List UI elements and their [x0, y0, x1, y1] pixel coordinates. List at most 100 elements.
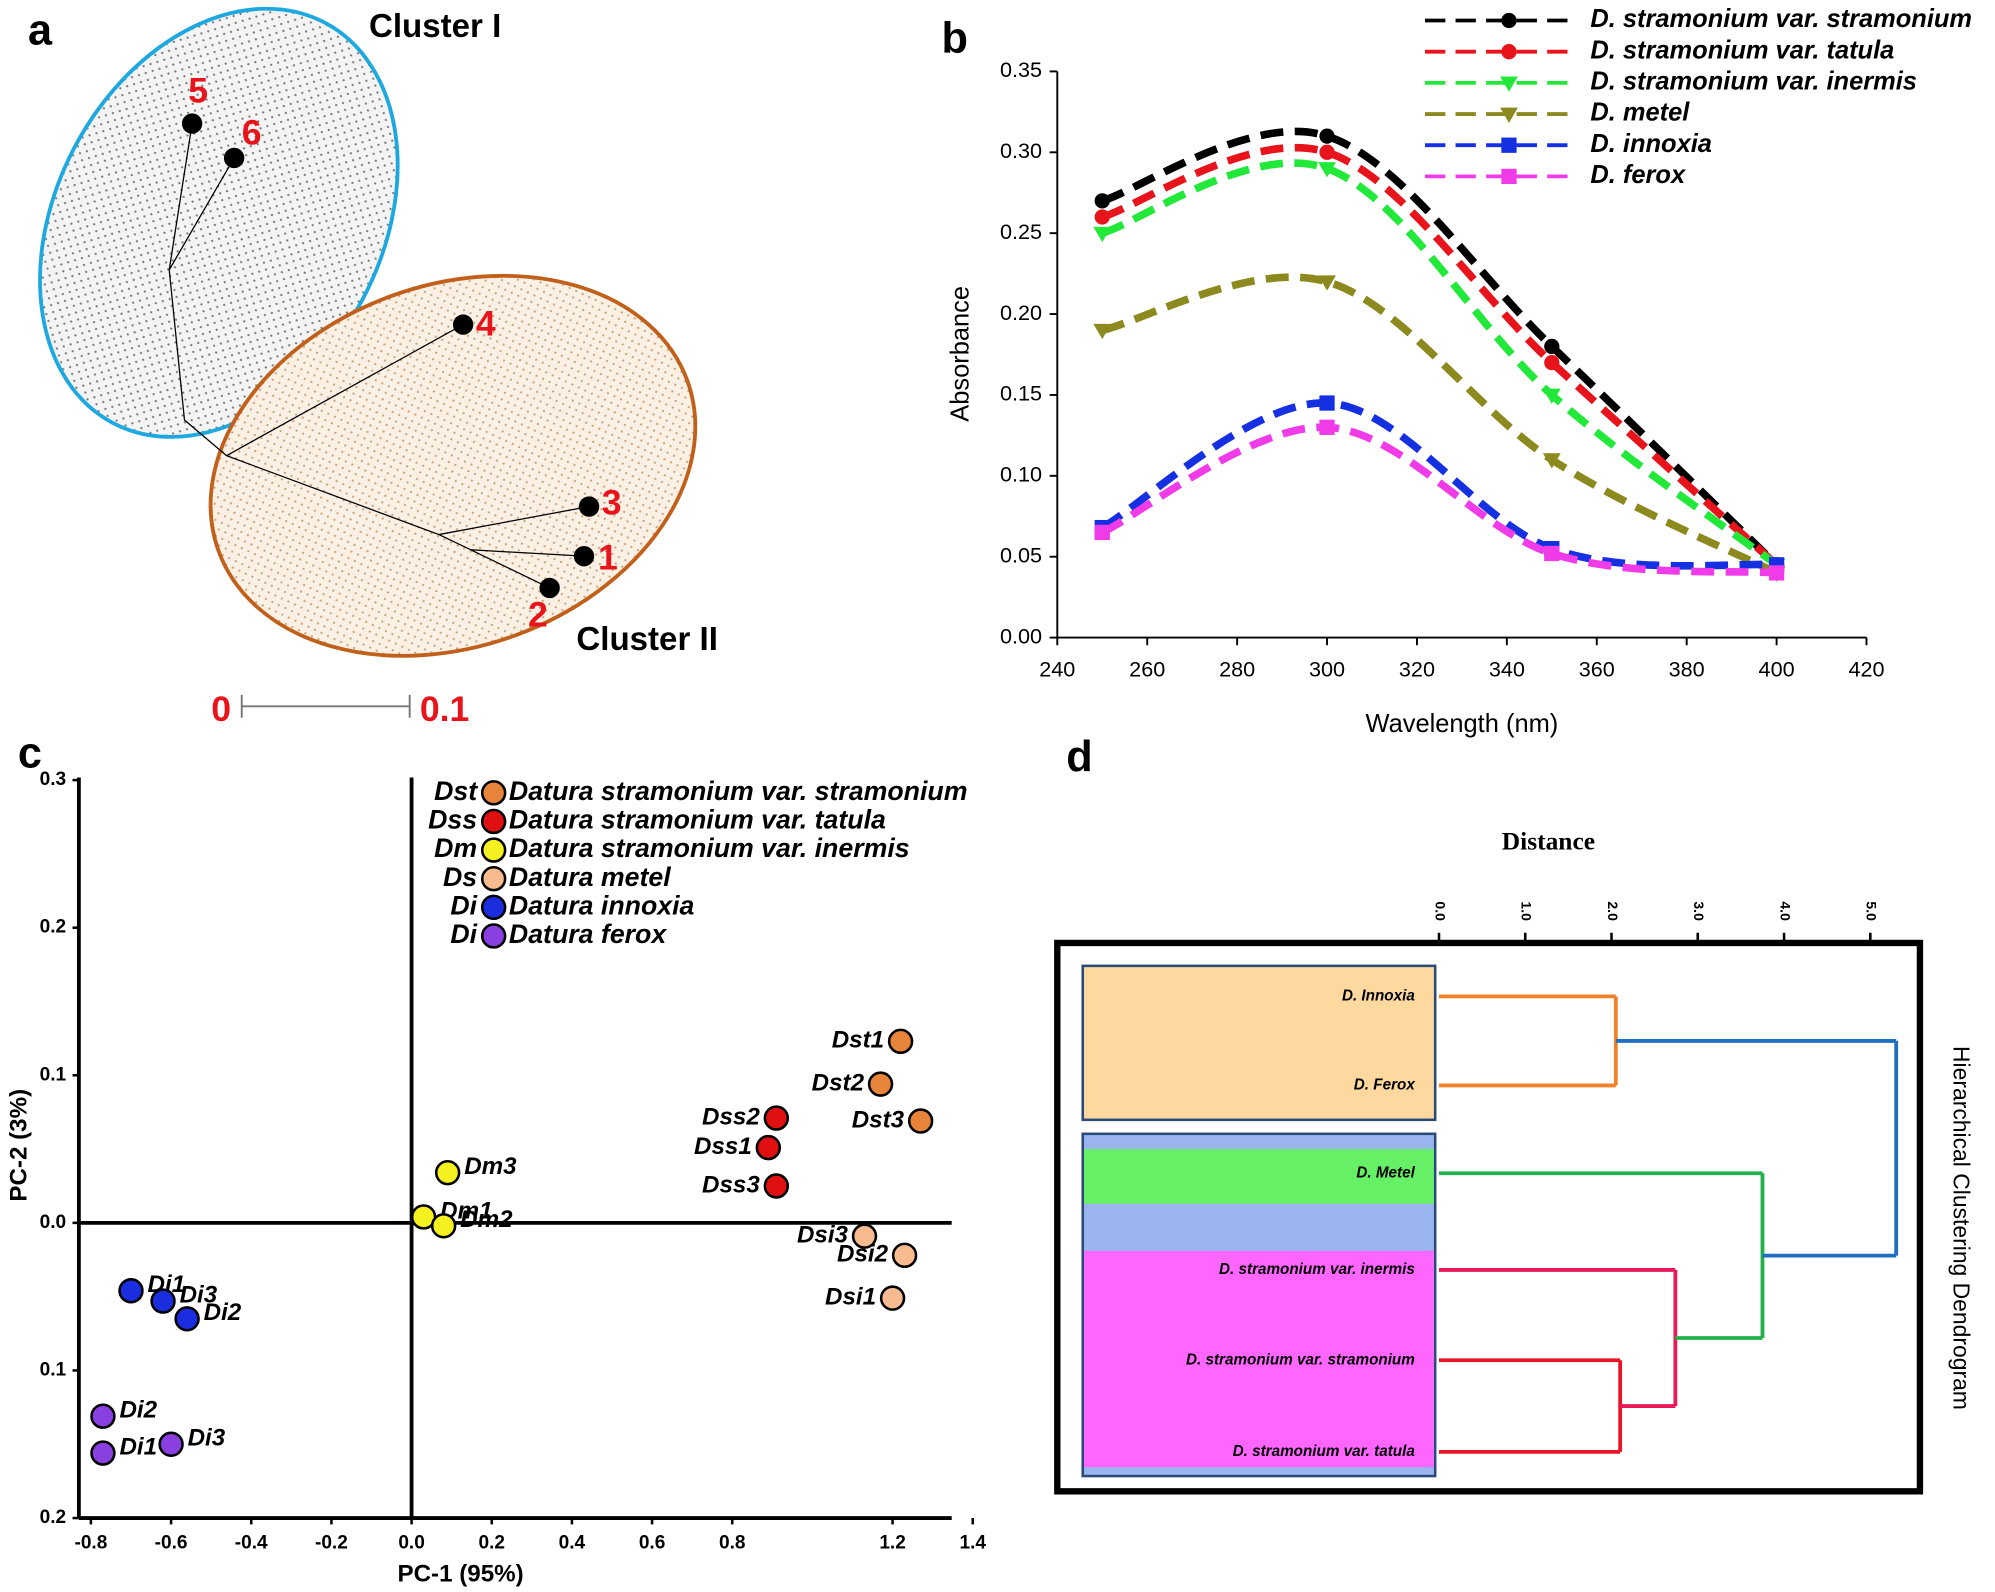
leaf-label: D. Ferox: [1354, 1076, 1416, 1093]
legend-label: D. stramonium var. inermis: [1590, 68, 1917, 96]
point-label: Dm2: [460, 1206, 513, 1233]
legend-code: Dm: [434, 833, 477, 863]
legend-marker: [1501, 168, 1517, 185]
legend-code: Ds: [443, 862, 477, 892]
legend-code: Dss: [428, 805, 477, 835]
data-point: [1094, 524, 1110, 541]
y-tick-label: 0.0: [40, 1212, 67, 1233]
series-line: [1100, 399, 1777, 570]
data-point: [887, 1028, 914, 1055]
side-label: Hierarchical Clustering Dendrogram: [1948, 1046, 1974, 1410]
y-tick-label: 0.00: [1000, 623, 1042, 648]
panel-label: a: [28, 7, 53, 55]
leaf-label: 6: [242, 112, 262, 152]
leaf-label: D. stramonium var. tatula: [1233, 1443, 1416, 1460]
x-tick-label: 0.0: [1432, 901, 1448, 921]
point-label: Dsi3: [797, 1222, 849, 1249]
panel-label: b: [942, 14, 968, 62]
data-point: [1768, 565, 1785, 581]
leaf-label: 1: [598, 537, 618, 577]
point-label: Dm3: [464, 1153, 517, 1180]
legend-marker: [480, 808, 507, 835]
x-tick-label: 260: [1129, 656, 1165, 681]
leaf-label: D. Metel: [1356, 1164, 1415, 1181]
y-tick-label: 0.20: [1000, 300, 1042, 325]
data-point: [907, 1108, 934, 1134]
data-point: [1319, 144, 1335, 160]
legend-marker: [480, 865, 507, 892]
x-tick-label: 1.2: [879, 1533, 906, 1554]
legend-marker: [1501, 44, 1517, 60]
legend-label: Datura ferox: [509, 919, 667, 949]
leaf-label: 4: [476, 303, 496, 343]
y-tick-label: 0.1: [40, 1064, 67, 1085]
legend-code: Dst: [434, 776, 478, 806]
leaf-label: 5: [188, 70, 208, 110]
data-point: [1544, 338, 1560, 355]
data-point: [1318, 162, 1336, 178]
legend-label: Datura stramonium var. tatula: [509, 805, 886, 835]
series-line: [1101, 127, 1780, 568]
y-tick-label: 0.30: [1000, 138, 1042, 163]
data-point: [1544, 354, 1560, 371]
data-point: [1093, 323, 1112, 340]
x-tick-label: 4.0: [1777, 901, 1793, 921]
y-tick-label: 0.15: [1000, 381, 1042, 406]
x-tick-label: 380: [1669, 656, 1705, 681]
series-line: [1100, 423, 1777, 577]
data-point: [1318, 275, 1336, 291]
x-tick-label: 2.0: [1605, 901, 1621, 921]
legend-marker: [1500, 76, 1518, 92]
leaf-label: D. stramonium var. inermis: [1219, 1261, 1415, 1278]
cluster-label: Cluster I: [369, 8, 501, 45]
data-point: [1542, 388, 1561, 404]
data-point: [174, 1306, 200, 1332]
data-point: [1319, 395, 1335, 411]
point-label: Dss3: [702, 1171, 760, 1198]
data-point: [1544, 545, 1560, 562]
cluster-label: Cluster II: [576, 621, 718, 658]
scale-label: 0.1: [420, 689, 470, 729]
data-point: [763, 1173, 790, 1199]
leaf-label: 3: [602, 483, 622, 523]
point-label: Dsi1: [825, 1284, 876, 1311]
x-tick-label: 0.2: [478, 1533, 505, 1554]
legend-label: Datura stramonium var. stramonium: [509, 776, 968, 806]
point-label: Di1: [119, 1433, 157, 1460]
x-tick-label: -0.2: [315, 1533, 348, 1554]
data-point: [430, 1213, 457, 1239]
legend-label: D. metel: [1590, 99, 1690, 127]
tree-leaves: [181, 113, 600, 599]
tree-branches: [168, 123, 590, 589]
series-line: [1101, 143, 1780, 568]
x-tick-label: 360: [1579, 656, 1615, 681]
y-tick-label: 0.25: [1000, 219, 1042, 244]
leaf-label: 2: [528, 595, 548, 635]
scale-label: 0: [211, 689, 231, 729]
leaf-label: D. Innoxia: [1342, 987, 1415, 1004]
data-point: [1093, 226, 1112, 243]
legend-label: D. stramonium var. tatula: [1590, 36, 1894, 64]
data-point: [851, 1223, 878, 1249]
x-tick-label: -0.4: [235, 1533, 268, 1554]
leaf-label: D. stramonium var. stramonium: [1186, 1351, 1415, 1368]
x-tick-label: 5.0: [1864, 901, 1880, 921]
group-band: [1084, 1250, 1434, 1468]
legend-code: Di: [450, 919, 477, 949]
y-axis-label: PC-2 (3%): [6, 1089, 33, 1202]
point-label: Di3: [180, 1281, 218, 1308]
series-line: [1101, 273, 1779, 577]
legend-label: Datura innoxia: [509, 890, 695, 920]
x-tick-label: 0.0: [398, 1533, 425, 1554]
y-tick-label: 0.2: [40, 917, 67, 938]
x-tick-label: 280: [1219, 656, 1255, 681]
y-tick-label: 0.10: [1000, 462, 1042, 487]
point-label: Di3: [188, 1425, 226, 1452]
legend-code: Di: [450, 890, 477, 920]
legend-label: D. ferox: [1590, 161, 1686, 189]
panel-label: c: [18, 729, 42, 777]
x-tick-label: 340: [1489, 656, 1525, 681]
point-label: Di2: [119, 1397, 157, 1424]
x-axis-label: PC-1 (95%): [397, 1561, 523, 1588]
